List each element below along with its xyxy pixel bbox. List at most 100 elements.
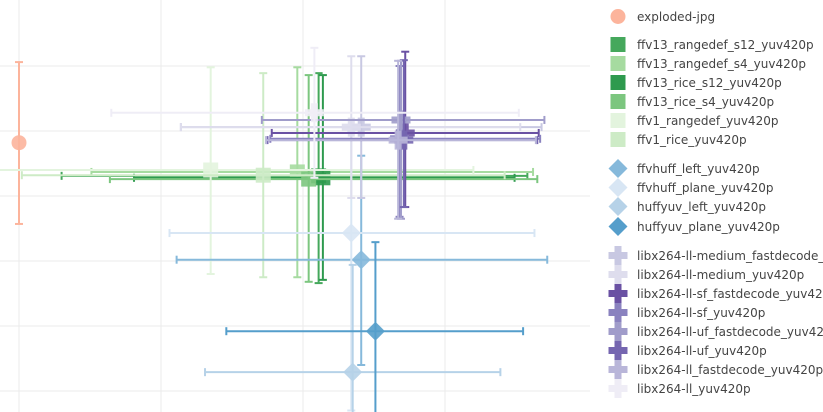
series-huffyuv_plane_yuv420p [225,241,525,412]
marker-square [610,113,626,128]
series-ffv13_rice_s12_yuv420p [133,74,516,281]
marker-square [610,56,626,71]
legend-symbol-cross [608,284,628,303]
legend-label: libx264-ll_fastdecode_yuv420p [637,362,823,377]
legend-item[interactable]: libx264-ll-medium_yuv420p [600,265,804,284]
legend-symbol-square [610,94,626,109]
legend-item[interactable]: libx264-ll-sf_yuv420p [600,303,765,322]
legend-symbol-diamond [608,178,628,197]
chart-marks [0,46,549,412]
legend-label: huffyuv_plane_yuv420p [637,219,780,234]
data-point [388,130,408,150]
marker-cross [608,246,628,265]
data-point [341,223,361,243]
legend-item[interactable]: ffvhuff_plane_yuv420p [600,178,773,197]
marker-square [610,37,626,52]
series-libx264-ll-medium_yuv420p [179,55,522,199]
series-libx264-ll_fastdecode_yuv420p [265,59,537,220]
data-point [255,167,271,183]
data-point [351,250,371,270]
legend-symbol-square [610,113,626,128]
series-ffv1_rice_yuv420p [20,72,506,279]
legend-item[interactable]: exploded-jpg [600,7,715,26]
legend-label: libx264-ll-sf_yuv420p [637,305,766,320]
marker-diamond [608,197,628,216]
legend-symbol-cross [608,246,628,265]
series-ffv1_rangedef_yuv420p [0,66,475,275]
legend-symbol-square [610,56,626,71]
legend-symbol-square [610,37,626,52]
marker-cross [608,303,628,322]
legend-label: ffv13_rice_s12_yuv420p [637,75,782,90]
legend-label: libx264-ll_yuv420p [637,381,751,396]
legend-symbol-cross [608,341,628,360]
data-point [343,362,363,382]
legend-label: libx264-ll-sf_fastdecode_yuv420p [637,286,823,301]
legend-symbol-cross [608,360,628,379]
marker-diamond [608,159,628,178]
legend-label: libx264-ll-uf_fastdecode_yuv420p [637,324,823,339]
marker-diamond [608,178,628,197]
marker-cross [608,379,628,398]
legend-item[interactable]: libx264-ll-sf_fastdecode_yuv420p [600,284,823,303]
data-point [341,117,361,137]
legend-item[interactable]: libx264-ll-uf_yuv420p [600,341,767,360]
legend-item[interactable]: ffv13_rice_s4_yuv420p [600,92,774,111]
legend-symbol-square [610,75,626,90]
legend-symbol-cross [608,379,628,398]
legend-label: libx264-ll-medium_yuv420p [637,267,805,282]
series-huffyuv_left_yuv420p [204,263,502,412]
marker-circle [610,9,626,24]
legend-label: ffv13_rangedef_s12_yuv420p [637,37,814,52]
marker-square [610,132,626,147]
series-libx264-ll_yuv420p [110,46,520,179]
legend-label: ffv1_rangedef_yuv420p [637,113,779,128]
plot-area [0,0,590,412]
marker-cross [608,322,628,341]
legend-item[interactable]: libx264-ll_fastdecode_yuv420p [600,360,823,379]
series-exploded-jpg [11,61,27,225]
legend-symbol-cross [608,303,628,322]
legend-item[interactable]: libx264-ll-medium_fastdecode_yuv420p [600,246,823,265]
marker-square [610,94,626,109]
legend-symbol-cross [608,265,628,284]
legend-label: ffv1_rice_yuv420p [637,132,747,147]
data-point [315,170,331,186]
legend-item[interactable]: huffyuv_plane_yuv420p [600,217,780,236]
legend-item[interactable]: ffvhuff_left_yuv420p [600,159,760,178]
legend-item[interactable]: ffv13_rice_s12_yuv420p [600,73,782,92]
legend-symbol-diamond [608,217,628,236]
data-point [203,162,219,178]
legend-item[interactable]: libx264-ll-uf_fastdecode_yuv420p [600,322,823,341]
legend-label: ffvhuff_left_yuv420p [637,161,760,176]
legend-symbol-diamond [608,197,628,216]
legend-item[interactable]: ffv1_rice_yuv420p [600,130,747,149]
legend-label: huffyuv_left_yuv420p [637,199,767,214]
legend-symbol-circle [610,9,626,24]
legend-item[interactable]: libx264-ll_yuv420p [600,379,751,398]
marker-cross [608,360,628,379]
legend-label: exploded-jpg [637,9,716,24]
marker-diamond [608,217,628,236]
data-point [365,321,385,341]
legend-item[interactable]: ffv13_rangedef_s4_yuv420p [600,54,806,73]
data-point [11,135,27,151]
data-point [391,110,411,130]
legend-label: libx264-ll-medium_fastdecode_yuv420p [637,248,823,263]
legend-label: ffv13_rice_s4_yuv420p [637,94,775,109]
legend-item[interactable]: ffv13_rangedef_s12_yuv420p [600,35,814,54]
legend-label: ffv13_rangedef_s4_yuv420p [637,56,806,71]
marker-cross [608,284,628,303]
legend-label: ffvhuff_plane_yuv420p [637,180,774,195]
legend-symbol-cross [608,322,628,341]
grid [0,0,590,412]
marker-cross [608,265,628,284]
marker-square [610,75,626,90]
marker-cross [608,341,628,360]
legend-symbol-square [610,132,626,147]
legend-label: libx264-ll-uf_yuv420p [637,343,767,358]
legend-item[interactable]: ffv1_rangedef_yuv420p [600,111,778,130]
legend-item[interactable]: huffyuv_left_yuv420p [600,197,766,216]
legend-symbol-diamond [608,159,628,178]
